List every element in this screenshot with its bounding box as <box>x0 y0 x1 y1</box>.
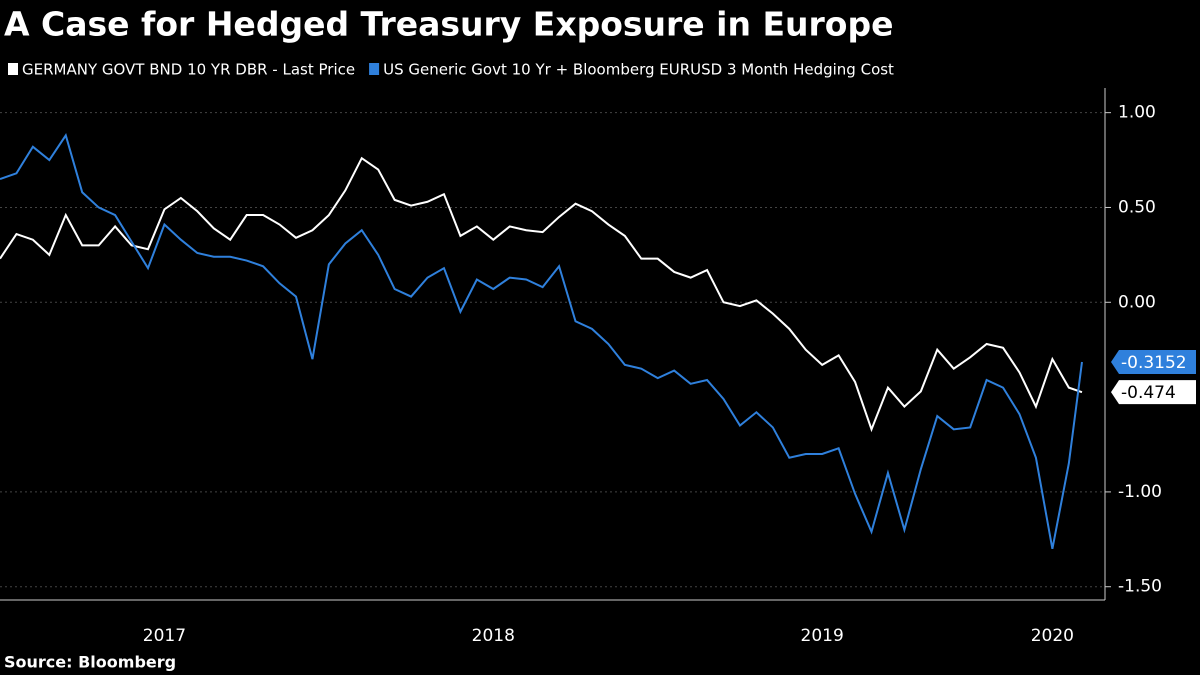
chart-title: A Case for Hedged Treasury Exposure in E… <box>4 5 893 44</box>
x-tick-label: 2018 <box>472 626 515 646</box>
series-line <box>0 133 1083 549</box>
last-value-box <box>1111 350 1196 375</box>
y-tick-label: 0.00 <box>1118 292 1156 312</box>
x-tick-label: 2019 <box>801 626 844 646</box>
legend-label: US Generic Govt 10 Yr + Bloomberg EURUSD… <box>383 61 894 79</box>
y-tick-label: -1.50 <box>1118 577 1162 597</box>
y-tick-label: 0.50 <box>1118 197 1156 217</box>
y-tick-label: -1.00 <box>1118 482 1162 502</box>
y-tick-label: 1.00 <box>1118 103 1156 123</box>
last-value-box <box>1111 380 1196 405</box>
legend-swatch <box>369 63 380 75</box>
series-line <box>0 156 1083 433</box>
legend-swatch <box>8 63 18 75</box>
last-value-label: -0.3152 <box>1121 353 1187 373</box>
source: Source: Bloomberg <box>4 653 176 672</box>
x-tick-label: 2017 <box>143 626 186 646</box>
x-tick-label: 2020 <box>1031 626 1074 646</box>
last-value-label: -0.474 <box>1121 383 1176 403</box>
legend-label: GERMANY GOVT BND 10 YR DBR - Last Price <box>22 61 355 79</box>
